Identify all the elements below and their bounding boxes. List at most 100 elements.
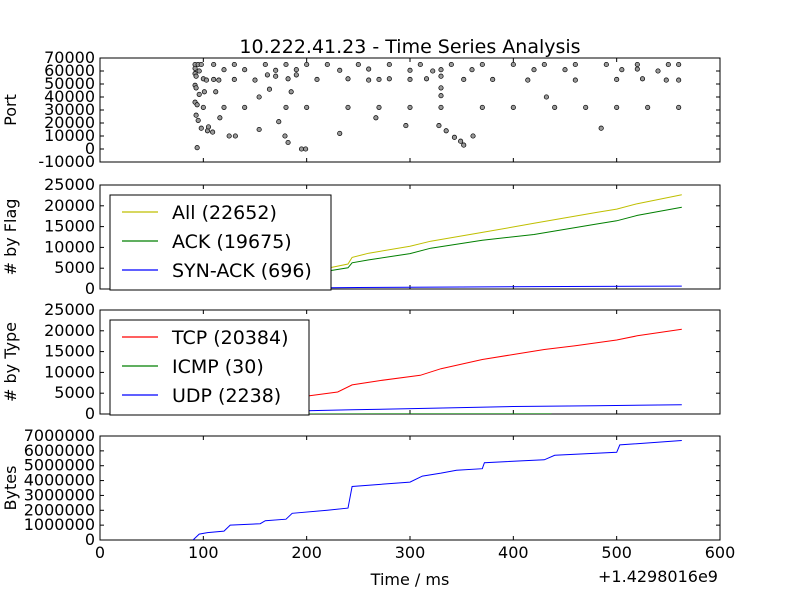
scatter-point — [438, 85, 444, 91]
scatter-point — [193, 85, 199, 91]
y-tick-label: 0 — [85, 279, 95, 298]
scatter-point — [211, 76, 217, 83]
x-tick-label: 100 — [188, 543, 219, 562]
series-group — [192, 61, 682, 152]
y-tick-label: 20000 — [44, 196, 95, 215]
scatter-point — [205, 124, 212, 130]
scatter-point — [403, 123, 409, 129]
y-axis-label: # by Type — [1, 322, 20, 402]
legend-label: TCP (20384) — [171, 327, 289, 349]
scatter-point — [655, 68, 661, 74]
x-axis-label: Time / ms — [370, 570, 450, 589]
scatter-point — [407, 104, 413, 110]
chart-title: 10.222.41.23 - Time Series Analysis — [239, 36, 580, 58]
y-axis-label: # by Flag — [1, 199, 20, 276]
scatter-point — [479, 104, 485, 110]
y-tick-label: 50000 — [44, 74, 95, 93]
scatter-point — [438, 104, 444, 110]
scatter-point — [469, 67, 475, 73]
y-tick-label: 3000000 — [24, 485, 95, 504]
panel-frame — [99, 57, 721, 163]
legend-label: ACK (19675) — [172, 231, 292, 253]
y-tick-label: 5000000 — [24, 456, 95, 475]
y-tick-label: 2000000 — [24, 500, 95, 519]
y-tick-label: 5000 — [54, 383, 95, 402]
scatter-point — [256, 126, 262, 133]
scatter-point — [634, 66, 640, 72]
scatter-point — [665, 61, 671, 68]
scatter-point — [196, 68, 202, 74]
scatter-point — [461, 76, 467, 83]
scatter-point — [583, 104, 589, 110]
scatter-point — [458, 138, 464, 144]
scatter-point — [562, 67, 568, 73]
legend-label: SYN-ACK (696) — [172, 260, 312, 282]
y-tick-label: 15000 — [44, 342, 95, 361]
scatter-point — [461, 142, 467, 148]
x-tick-label: 0 — [95, 543, 105, 562]
scatter-point — [221, 104, 227, 110]
scatter-point — [438, 93, 444, 99]
scatter-point — [314, 76, 320, 83]
scatter-point — [572, 61, 578, 68]
scatter-point — [552, 104, 558, 110]
scatter-point — [436, 123, 442, 129]
scatter-point — [303, 146, 309, 152]
scatter-point — [639, 76, 646, 82]
scatter-point — [285, 76, 291, 82]
y-tick-label: -10000 — [38, 152, 95, 171]
scatter-point — [192, 65, 198, 71]
scatter-point — [541, 61, 547, 68]
x-tick-label: 300 — [395, 543, 426, 562]
scatter-point — [407, 67, 413, 73]
scatter-point — [304, 104, 310, 110]
scatter-point — [221, 67, 227, 73]
scatter-point — [417, 61, 423, 68]
scatter-point — [194, 145, 200, 151]
scatter-point — [195, 117, 201, 123]
scatter-point — [203, 77, 209, 83]
legend-box — [109, 319, 310, 416]
scatter-point — [293, 72, 299, 78]
y-tick-label: 5000 — [54, 258, 95, 277]
scatter-point — [676, 77, 682, 83]
scatter-point — [525, 77, 531, 83]
panel-bytes: 0100000020000003000000400000050000006000… — [1, 426, 735, 562]
scatter-point — [264, 72, 270, 78]
scatter-point — [451, 134, 457, 140]
y-tick-label: 0 — [85, 530, 95, 549]
series-group — [192, 440, 682, 540]
scatter-point — [211, 61, 217, 68]
scatter-point — [386, 61, 392, 68]
scatter-point — [531, 67, 537, 73]
scatter-point — [345, 104, 351, 110]
y-tick-label: 6000000 — [24, 441, 95, 460]
panel-port: -100000100002000030000400005000060000700… — [1, 48, 721, 171]
scatter-point — [193, 73, 199, 79]
y-tick-label: 15000 — [44, 217, 95, 236]
scatter-point — [598, 125, 604, 131]
scatter-point — [217, 115, 223, 121]
scatter-point — [438, 73, 444, 79]
scatter-point — [645, 104, 651, 110]
scatter-point — [337, 130, 343, 136]
y-tick-label: 70000 — [44, 48, 95, 67]
x-axis-offset-label: +1.4298016e9 — [598, 567, 718, 586]
scatter-point — [479, 61, 485, 68]
x-tick-label: 600 — [705, 543, 736, 562]
y-tick-label: 60000 — [44, 61, 95, 80]
scatter-point — [337, 67, 343, 73]
scatter-point — [663, 77, 669, 83]
scatter-point — [676, 104, 682, 110]
scatter-point — [256, 94, 262, 100]
y-tick-label: 25000 — [44, 175, 95, 194]
y-tick-label: 20000 — [44, 113, 95, 132]
y-tick-label: 0 — [85, 404, 95, 423]
scatter-point — [386, 76, 392, 82]
scatter-point — [366, 77, 372, 83]
scatter-point — [231, 76, 237, 83]
scatter-point — [572, 77, 578, 83]
scatter-point — [355, 61, 361, 68]
scatter-point — [266, 86, 273, 92]
legend-label: ICMP (30) — [172, 356, 264, 378]
